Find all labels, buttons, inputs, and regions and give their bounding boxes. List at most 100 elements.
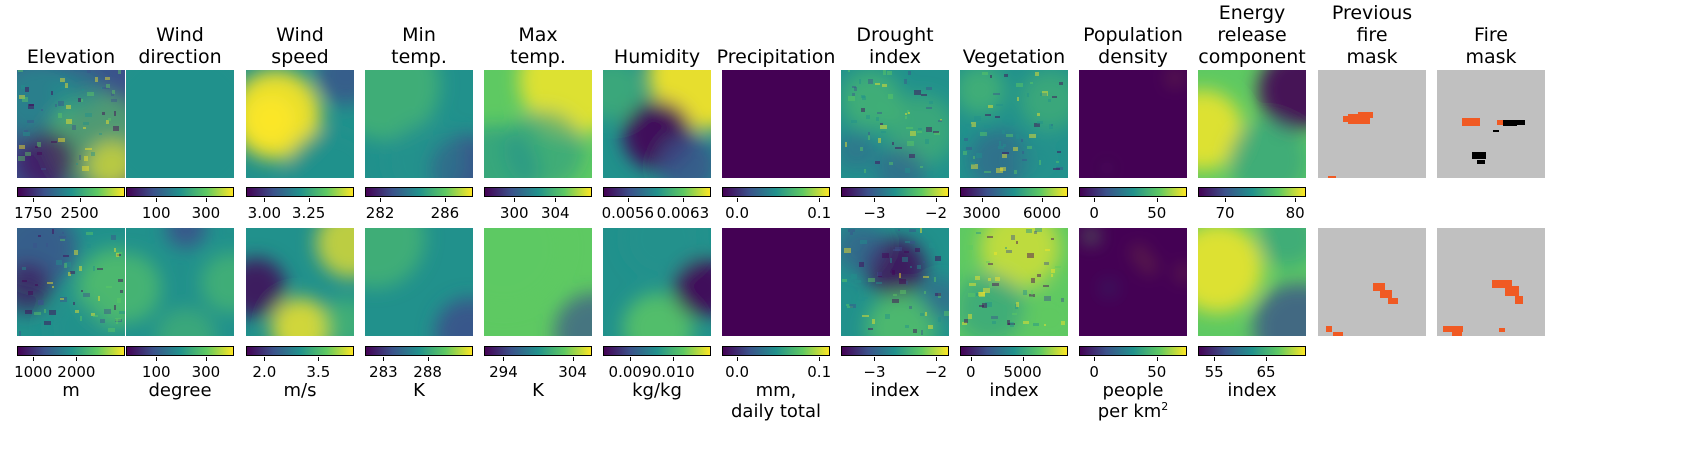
column-title-population_density: Population density [1058, 24, 1208, 68]
heatmap-texture [98, 296, 100, 301]
heatmap-blob [623, 228, 703, 278]
heatmap-texture [117, 298, 121, 303]
heatmap-texture [923, 276, 929, 278]
heatmap-blob [673, 258, 711, 318]
heatmap-texture [19, 331, 21, 336]
column-title-elevation: Elevation [0, 46, 146, 68]
heatmap-blob [246, 258, 286, 318]
colorbar-row1-precipitation [722, 187, 830, 197]
heatmap-texture [938, 261, 943, 263]
heatmap-texture [1002, 130, 1005, 134]
colorbar-row1-humidity [603, 187, 711, 197]
unit-label-population_density: people per km2 [1053, 380, 1213, 422]
heatmap-texture [1002, 154, 1007, 158]
colorbar-row2-min_temp [365, 346, 473, 356]
heatmap-texture [904, 79, 907, 84]
heatmap-texture [83, 127, 86, 129]
column-title-wind_direction: Wind direction [105, 24, 255, 68]
heatmap-texture [875, 161, 880, 164]
heatmap-texture [854, 87, 857, 91]
column-title-max_temp: Max temp. [463, 24, 613, 68]
heatmap-svg [365, 70, 473, 178]
heatmap-texture [921, 330, 923, 335]
heatmap-texture [860, 147, 863, 151]
heatmap-blob [1136, 250, 1142, 256]
heatmap-blob [316, 70, 354, 105]
heatmap-texture [995, 277, 1000, 281]
heatmap-texture [1007, 320, 1010, 325]
colorbar-tick-label: 0.010 [651, 363, 695, 381]
column-title-line: temp. [391, 46, 447, 68]
heatmap-texture [850, 232, 853, 235]
colorbar-tick-mark [33, 357, 35, 361]
colorbar-row2-energy_release [1198, 346, 1306, 356]
heatmap-texture [940, 119, 942, 121]
heatmap-texture [49, 310, 56, 315]
heatmap-texture [848, 70, 850, 72]
unit-label-wind_speed: m/s [220, 380, 380, 401]
heatmap-texture [51, 91, 53, 95]
heatmap-texture [55, 104, 57, 107]
heatmap-texture [1035, 72, 1039, 76]
heatmap-texture [70, 271, 75, 274]
panel-row1-wind_direction [126, 70, 234, 178]
fire-pixel [1515, 296, 1523, 304]
fire-mask-svg [1318, 228, 1426, 336]
heatmap-texture [889, 162, 893, 165]
heatmap-texture [964, 319, 968, 323]
colorbar-tick-mark [819, 198, 821, 202]
fire-pixel [1452, 332, 1462, 336]
heatmap-texture [1034, 231, 1037, 234]
heatmap-texture [1039, 160, 1041, 165]
heatmap-texture [60, 297, 67, 302]
column-title-line: Drought [856, 24, 934, 46]
colorbar-tick-label: 0.009 [608, 363, 652, 381]
column-title-energy_release: Energy release component [1177, 2, 1327, 68]
heatmap-blob [603, 70, 643, 120]
column-title-line: direction [138, 46, 222, 68]
heatmap-texture [25, 152, 31, 156]
colorbar-tick-label: 0.0 [725, 363, 750, 381]
colorbar-ticks-row2-min_temp: 283 288 [365, 357, 473, 381]
heatmap-texture [973, 156, 975, 159]
heatmap-svg [960, 70, 1068, 178]
panel-row2-elevation [17, 228, 125, 336]
unit-label-elevation: m [0, 380, 151, 401]
column-title-line: Energy [1218, 2, 1286, 24]
heatmap-texture [887, 71, 892, 75]
column-title-drought_index: Drought index [820, 24, 970, 68]
colorbar-row2-drought_index [841, 346, 949, 356]
heatmap-texture [1035, 228, 1042, 232]
column-title-line: Precipitation [716, 46, 836, 68]
heatmap-texture [850, 304, 856, 308]
heatmap-texture [82, 89, 84, 91]
heatmap-texture [996, 168, 1003, 173]
heatmap-texture [989, 283, 992, 288]
superscript: 2 [1161, 400, 1169, 413]
heatmap-blob [365, 228, 425, 288]
heatmap-texture [25, 87, 29, 92]
heatmap-texture [1023, 321, 1029, 324]
heatmap-texture [114, 305, 116, 310]
heatmap-texture [112, 90, 115, 94]
heatmap-texture [87, 244, 91, 248]
unit-label-max_temp: K [458, 380, 618, 401]
heatmap-texture [1052, 96, 1057, 98]
heatmap-texture [116, 319, 118, 324]
colorbar-tick-mark [682, 198, 684, 202]
heatmap-blob [435, 298, 473, 336]
heatmap-texture [1003, 144, 1006, 147]
colorbar-tick-label: 50 [1147, 204, 1167, 222]
colorbar-tick-mark [1214, 357, 1216, 361]
heatmap-background [722, 70, 830, 178]
panel-row2-wind_direction [126, 228, 234, 336]
heatmap-blob [1020, 288, 1068, 336]
fire-mask-background [1318, 70, 1426, 178]
colorbar-tick-label: 1000 [14, 363, 53, 381]
heatmap-texture [906, 281, 908, 285]
heatmap-texture [106, 84, 110, 88]
heatmap-texture [868, 132, 870, 136]
unit-label-line: per km2 [1097, 400, 1169, 422]
colorbar-tick-mark [970, 357, 972, 361]
heatmap-texture [37, 142, 41, 147]
